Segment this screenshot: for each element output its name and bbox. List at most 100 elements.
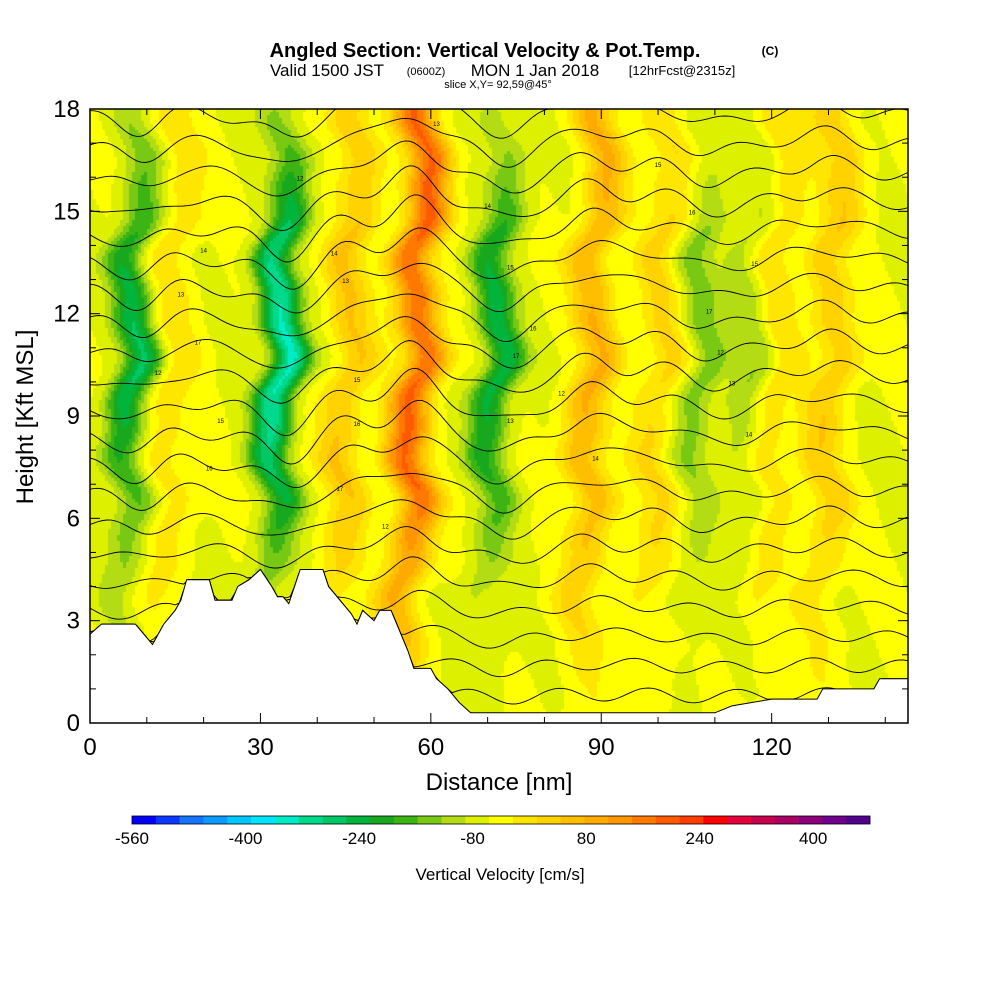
isentrope-value-label: 17 (195, 340, 202, 346)
colorbar-swatch (679, 816, 704, 824)
colorbar-swatch (822, 816, 847, 824)
colorbar (131, 815, 871, 825)
y-tick-label: 6 (67, 505, 80, 532)
isentrope-value-label: 13 (178, 293, 185, 299)
colorbar-tick-label: -400 (228, 829, 262, 848)
colorbar-tick-label: 400 (799, 829, 827, 848)
colorbar-swatch (750, 816, 776, 824)
colorbar-swatch (203, 816, 228, 824)
isentrope-line (90, 399, 908, 465)
subtitle-slice: slice X,Y= 92,59@45° (444, 79, 552, 91)
colorbar-label: Vertical Velocity [cm/s] (415, 865, 584, 884)
isentrope-value-label: 15 (655, 163, 662, 169)
colorbar-tick-label: -240 (342, 829, 376, 848)
subtitle-valid: Valid 1500 JST (270, 61, 384, 80)
colorbar-swatch (703, 816, 728, 824)
colorbar-swatch (465, 816, 490, 824)
isentrope-value-label: 16 (530, 327, 537, 333)
colorbar-swatch (631, 816, 657, 824)
colorbar-tick-label: -560 (115, 829, 149, 848)
isentrope-line (90, 473, 908, 514)
isentrope-line (90, 117, 908, 168)
subtitle-utc: (0600Z) (407, 66, 446, 78)
colorbar-swatch (346, 816, 371, 824)
colorbar-swatch (274, 816, 299, 824)
isentrope-value-label: 17 (337, 487, 344, 493)
isentrope-value-label: 12 (155, 371, 162, 377)
colorbar-tick-labels: -560 -400 -240 -80 80 240 400 (115, 829, 827, 848)
isentrope-line (90, 194, 908, 263)
colorbar-swatch (536, 816, 561, 824)
colorbar-swatch (441, 816, 466, 824)
isentrope-line (90, 293, 908, 343)
isentrope-value-label: 14 (746, 432, 753, 438)
y-tick-label: 15 (53, 198, 80, 225)
isentrope-line (90, 526, 908, 569)
colorbar-swatch (417, 816, 442, 824)
isentrope-value-label: 17 (706, 310, 713, 316)
isentrope-line (90, 140, 908, 197)
y-tick-label: 3 (67, 608, 80, 635)
x-tick-label: 120 (752, 734, 792, 761)
isentrope-value-label: 13 (507, 419, 514, 425)
isentrope-value-label: 14 (484, 204, 491, 210)
colorbar-swatch (655, 816, 680, 824)
isentrope-value-label: 12 (297, 177, 304, 183)
colorbar-swatch (370, 816, 395, 824)
terrain-mask (89, 568, 909, 724)
colorbar-swatch (584, 816, 609, 824)
isentrope-line (90, 499, 908, 540)
isentrope-value-label: 15 (507, 265, 514, 271)
isentrope-line (90, 367, 908, 437)
isentrope-line (90, 340, 908, 404)
colorbar-swatch (727, 816, 752, 824)
x-axis: 0 30 60 90 120 (83, 109, 886, 761)
colorbar-swatch (512, 816, 538, 824)
x-tick-label: 60 (417, 734, 444, 761)
colorbar-tick-label: 80 (577, 829, 596, 848)
isentrope-value-label: 15 (751, 262, 758, 268)
isentrope-labels: 12 13 14 15 16 17 12 13 14 15 16 17 12 13 14 15 16 17 12 13… (155, 122, 759, 531)
colorbar-swatch (774, 816, 799, 824)
isentrope-line (90, 262, 908, 314)
colorbar-swatch (489, 816, 514, 824)
chart-title: Angled Section: Vertical Velocity & Pot.… (270, 40, 701, 62)
colorbar-swatch (298, 816, 323, 824)
subtitle-forecast: [12hrFcst@2315z] (629, 63, 735, 78)
isentrope-value-label: 17 (513, 354, 520, 360)
isentrope-line (90, 556, 908, 599)
isentrope-value-label: 12 (558, 392, 565, 398)
isentrope-value-label: 12 (382, 525, 389, 531)
isentrope-value-label: 16 (354, 422, 361, 428)
isentrope-line (90, 436, 908, 489)
colorbar-swatch (132, 816, 157, 824)
colorbar-frame (131, 815, 871, 825)
isentrope-line (90, 316, 908, 369)
colorbar-swatch (608, 816, 633, 824)
isentrope-value-label: 15 (354, 378, 361, 384)
y-tick-label: 9 (67, 403, 80, 430)
y-axis-label: Height [Kft MSL] (12, 330, 39, 505)
colorbar-swatch (798, 816, 823, 824)
colorbar-swatch (251, 816, 276, 824)
y-tick-label: 12 (53, 301, 80, 328)
isentrope-value-label: 13 (342, 279, 349, 285)
y-tick-label: 0 (67, 710, 80, 737)
x-tick-label: 0 (83, 734, 96, 761)
colorbar-swatch (322, 816, 347, 824)
isentrope-value-label: 16 (689, 211, 696, 217)
isentrope-line (90, 227, 908, 290)
isentrope-value-label: 16 (206, 467, 213, 473)
x-tick-label: 30 (247, 734, 274, 761)
chart-title-unit: (C) (762, 44, 779, 58)
isentrope-value-label: 13 (433, 122, 440, 128)
x-tick-label: 90 (588, 734, 615, 761)
colorbar-swatch (393, 816, 418, 824)
colorbar-swatch (179, 816, 204, 824)
colorbar-swatch (560, 816, 585, 824)
subtitle-date: MON 1 Jan 2018 (471, 61, 600, 80)
colorbar-swatch (155, 816, 180, 824)
isentrope-line (90, 165, 908, 232)
colorbar-tick-label: -80 (460, 829, 485, 848)
